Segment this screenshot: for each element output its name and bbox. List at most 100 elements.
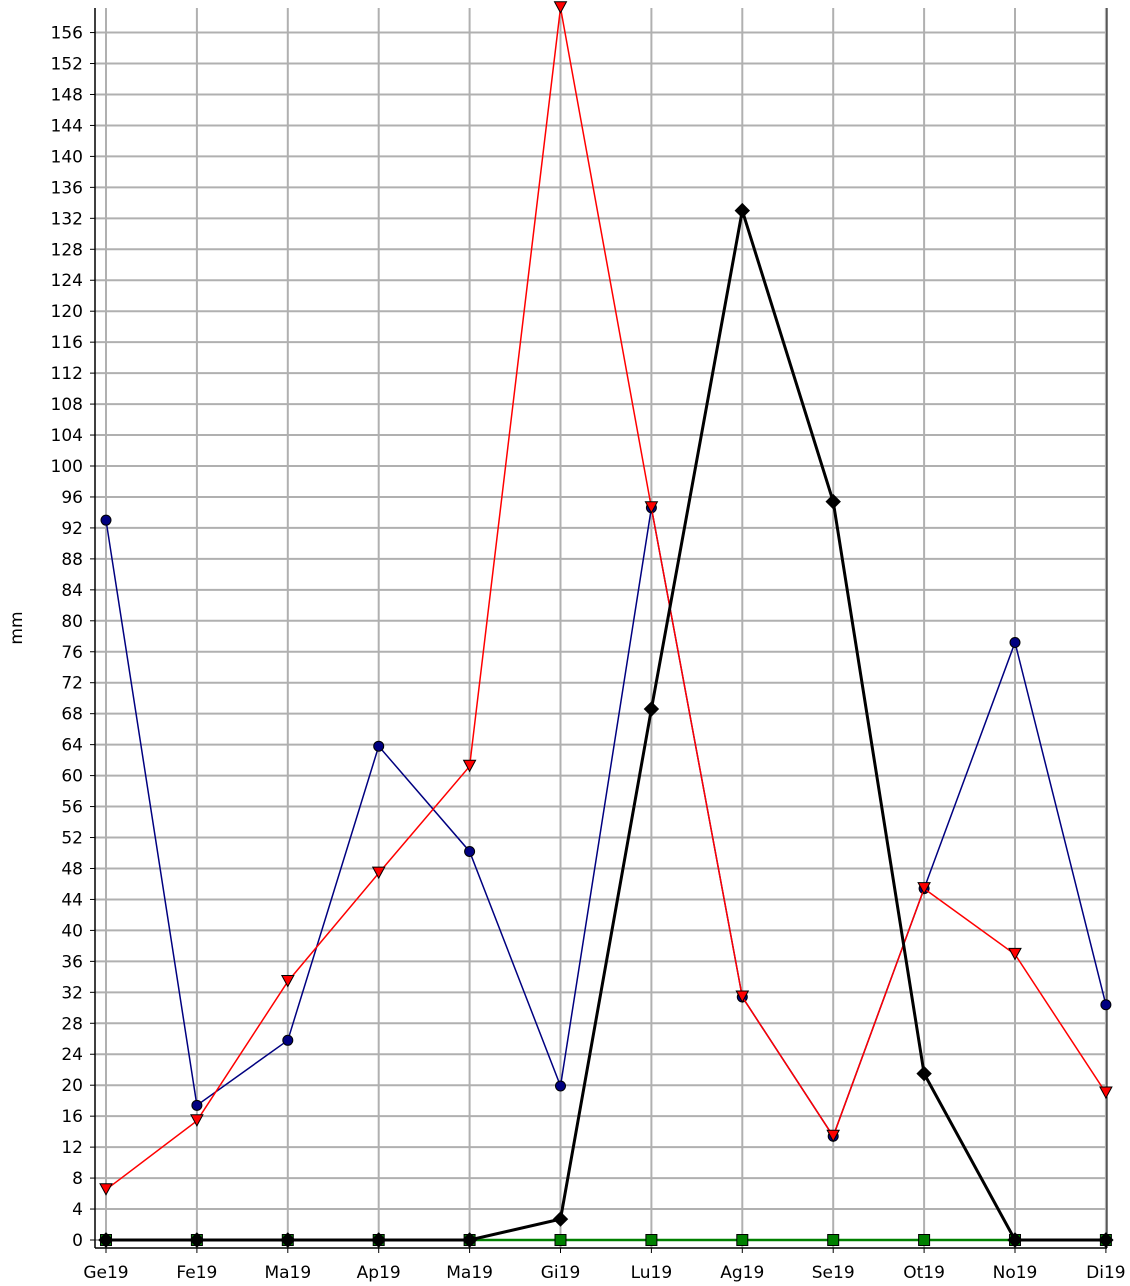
- series-line: [106, 210, 1106, 1242]
- x-tick-label: Ma19: [264, 1263, 311, 1283]
- data-point: [280, 974, 295, 988]
- data-point: [734, 202, 751, 219]
- y-tick-label: 152: [51, 55, 83, 75]
- y-tick-label: 84: [61, 581, 83, 601]
- data-point: [371, 866, 386, 880]
- y-axis-title: mm: [7, 611, 27, 644]
- y-tick-label: 32: [61, 983, 83, 1003]
- data-point: [555, 1080, 566, 1092]
- data-point: [280, 1232, 296, 1248]
- grid-lines: [95, 8, 1107, 1248]
- data-point: [282, 1034, 294, 1046]
- data-point: [191, 1099, 203, 1111]
- data-point: [1007, 1232, 1023, 1248]
- y-tick-label: 56: [61, 798, 83, 818]
- y-tick-label: 0: [72, 1231, 83, 1251]
- data-point: [462, 759, 477, 773]
- y-tick-label: 24: [61, 1045, 83, 1065]
- data-point: [1009, 636, 1021, 648]
- x-tick-label: Ap19: [357, 1263, 401, 1283]
- y-tick-label: 40: [61, 921, 83, 941]
- x-tick-label: Di19: [1086, 1263, 1125, 1283]
- data-point: [916, 1065, 932, 1082]
- data-point: [917, 882, 931, 895]
- y-tick-label: 64: [61, 736, 83, 756]
- y-tick-label: 72: [61, 674, 83, 694]
- y-tick-label: 68: [61, 705, 83, 725]
- series-4: [98, 202, 1114, 1248]
- data-point: [736, 1234, 749, 1246]
- y-tick-label: 36: [61, 952, 83, 972]
- data-point: [1100, 999, 1112, 1011]
- x-tick-label: Ag19: [720, 1263, 764, 1283]
- y-tick-label: 28: [61, 1014, 83, 1034]
- data-point: [189, 1232, 205, 1248]
- y-tick-label: 116: [51, 333, 83, 353]
- data-point: [100, 514, 112, 526]
- y-tick-label: 144: [51, 116, 83, 136]
- y-tick-label: 148: [51, 85, 83, 105]
- series-2: [99, 1, 1113, 1196]
- x-tick-label: No19: [993, 1263, 1038, 1283]
- y-tick-label: 88: [61, 550, 83, 570]
- y-tick-label: 44: [61, 890, 83, 910]
- y-tick-label: 16: [61, 1107, 83, 1127]
- data-point: [99, 1183, 113, 1196]
- data-point: [735, 990, 750, 1004]
- series-line: [105, 507, 1107, 1138]
- data-point: [644, 501, 659, 514]
- tick-labels: 0481216202428323640444852566064687276808…: [51, 24, 1126, 1283]
- y-tick-label: 128: [51, 240, 83, 260]
- x-tick-label: Fe19: [176, 1263, 217, 1283]
- data-point: [370, 1232, 387, 1248]
- data-point: [461, 1232, 478, 1248]
- x-tick-label: Ge19: [83, 1263, 128, 1283]
- series-line: [105, 7, 1107, 1191]
- y-tick-label: 104: [51, 426, 83, 446]
- data-point: [190, 1114, 204, 1127]
- data-point: [373, 740, 385, 752]
- data-point: [645, 1234, 658, 1246]
- y-tick-label: 112: [51, 364, 83, 384]
- data-point: [826, 1129, 841, 1143]
- data-point: [918, 1234, 931, 1246]
- y-tick-label: 140: [51, 147, 83, 167]
- series-layer: [98, 1, 1114, 1248]
- y-tick-label: 52: [61, 829, 83, 849]
- axes: [90, 8, 1108, 1253]
- y-tick-label: 20: [61, 1076, 83, 1096]
- y-tick-label: 60: [61, 767, 83, 787]
- y-tick-label: 76: [61, 643, 83, 663]
- data-point: [552, 1211, 569, 1227]
- data-point: [643, 701, 660, 717]
- data-point: [827, 1234, 840, 1246]
- data-point: [825, 493, 841, 510]
- y-tick-label: 120: [51, 302, 83, 322]
- y-tick-label: 8: [72, 1169, 83, 1189]
- data-point: [554, 1234, 567, 1246]
- data-point: [1008, 947, 1022, 961]
- y-tick-label: 48: [61, 859, 83, 879]
- y-tick-label: 96: [61, 488, 83, 508]
- plot-background: [95, 8, 1107, 1248]
- data-point: [464, 845, 476, 857]
- x-tick-label: Lu19: [631, 1263, 673, 1283]
- y-tick-label: 100: [51, 457, 83, 477]
- x-tick-label: Ma19: [446, 1263, 493, 1283]
- y-tick-label: 92: [61, 519, 83, 539]
- data-point: [1098, 1232, 1114, 1248]
- y-tick-label: 124: [51, 271, 83, 291]
- x-tick-label: Gi19: [541, 1263, 581, 1283]
- y-tick-label: 136: [51, 178, 83, 198]
- x-tick-label: Se19: [812, 1263, 855, 1283]
- data-point: [98, 1232, 114, 1248]
- y-tick-label: 4: [72, 1200, 83, 1220]
- data-point: [1099, 1086, 1113, 1099]
- x-tick-label: Ot19: [903, 1263, 945, 1283]
- data-point: [553, 1, 568, 14]
- y-tick-label: 108: [51, 395, 83, 415]
- y-tick-label: 132: [51, 209, 83, 229]
- y-tick-label: 80: [61, 612, 83, 632]
- y-tick-label: 156: [51, 24, 83, 44]
